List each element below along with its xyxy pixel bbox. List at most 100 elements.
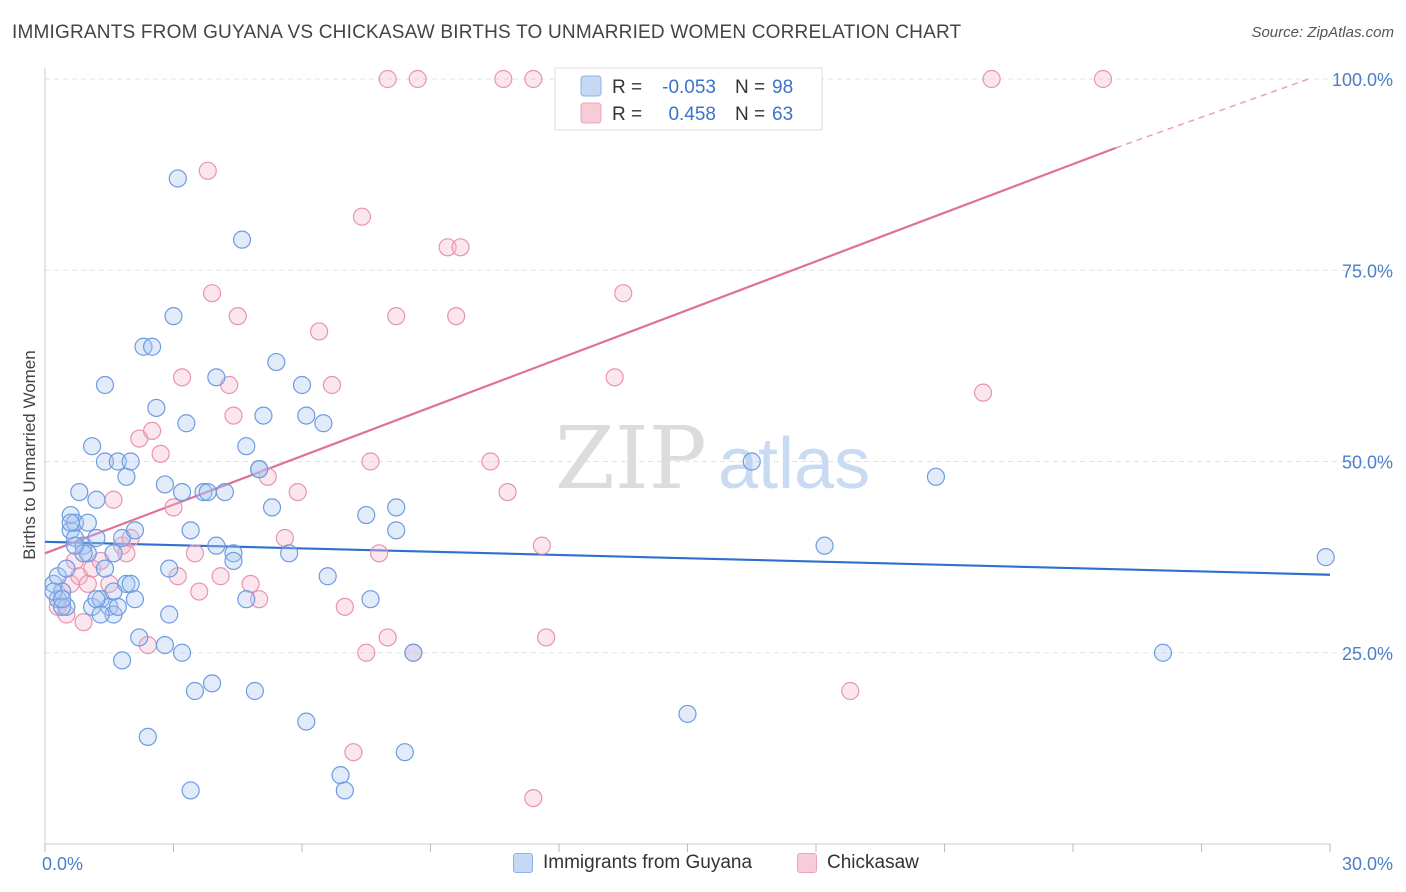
data-point-chickasaw (357, 643, 376, 662)
data-point-guyana (254, 406, 273, 425)
legend-label-chickasaw: Chickasaw (827, 852, 919, 873)
data-point-chickasaw (524, 69, 543, 89)
data-point-guyana (160, 605, 179, 624)
data-point-chickasaw (335, 597, 354, 616)
data-point-chickasaw (352, 207, 372, 226)
data-point-guyana (87, 528, 106, 548)
data-point-guyana (70, 483, 89, 502)
data-point-guyana (926, 467, 946, 486)
data-point-chickasaw (973, 383, 993, 402)
data-point-chickasaw (361, 452, 380, 471)
legend-n-value-2: 63 (772, 104, 793, 125)
data-point-chickasaw (250, 590, 269, 609)
legend-swatch-chickasaw-bottom (797, 853, 817, 873)
data-point-chickasaw (190, 582, 209, 601)
y-tick-label: 100.0% (1332, 70, 1393, 90)
data-point-guyana (314, 414, 333, 433)
trend-line-chickasaw-solid (44, 146, 1117, 555)
data-point-guyana (202, 674, 222, 693)
data-point-guyana (335, 781, 354, 800)
data-point-chickasaw (537, 628, 556, 647)
data-point-chickasaw (310, 322, 329, 341)
legend-r-value-1: -0.053 (662, 77, 716, 98)
data-point-guyana (1316, 548, 1335, 567)
data-point-chickasaw (142, 421, 162, 440)
data-point-guyana (172, 643, 192, 662)
data-point-guyana (245, 681, 264, 701)
data-point-guyana (121, 452, 140, 471)
source-label: Source: ZipAtlas.com (1251, 24, 1394, 41)
data-point-guyana (53, 597, 72, 616)
x-tick-label: 30.0% (1342, 854, 1393, 874)
data-point-guyana (95, 452, 115, 471)
data-point-guyana (65, 513, 85, 532)
data-point-guyana (250, 460, 269, 479)
data-point-guyana (108, 452, 127, 471)
data-point-guyana (78, 513, 97, 532)
data-point-guyana (207, 368, 226, 387)
data-point-chickasaw (288, 483, 307, 502)
data-point-guyana (194, 483, 213, 502)
data-point-chickasaw (370, 544, 389, 563)
data-point-guyana (742, 452, 761, 471)
data-point-guyana (318, 567, 337, 586)
data-point-guyana (172, 483, 192, 502)
data-point-guyana (108, 597, 127, 616)
data-point-chickasaw (344, 743, 363, 762)
trend-line-guyana-solid (44, 540, 1331, 576)
data-point-guyana (112, 651, 132, 670)
data-point-guyana (297, 712, 316, 731)
data-point-guyana (361, 590, 380, 609)
y-axis-label: Births to Unmarried Women (20, 350, 39, 559)
data-point-guyana (95, 559, 115, 578)
data-point-chickasaw (172, 368, 192, 387)
data-point-chickasaw (74, 613, 93, 632)
data-point-guyana (130, 628, 149, 647)
data-point-guyana (138, 727, 157, 747)
data-point-chickasaw (322, 375, 342, 395)
data-point-chickasaw (151, 444, 170, 463)
watermark-atlas: atlas (718, 424, 870, 504)
data-point-chickasaw (451, 238, 470, 257)
series-chickasaw-points (48, 69, 1113, 808)
data-point-guyana (280, 544, 299, 563)
data-point-guyana (155, 475, 175, 494)
data-point-guyana (87, 590, 106, 609)
data-point-chickasaw (1093, 69, 1113, 89)
data-point-guyana (117, 574, 136, 594)
data-point-guyana (404, 643, 423, 662)
legend-label-guyana: Immigrants from Guyana (543, 852, 753, 873)
legend-r-label-1: R = (612, 77, 642, 98)
data-point-chickasaw (532, 536, 551, 555)
data-point-guyana (387, 521, 406, 540)
data-point-guyana (224, 544, 243, 563)
data-point-chickasaw (211, 567, 230, 586)
series-legend: Immigrants from Guyana Chickasaw (0, 852, 1406, 880)
data-point-guyana (678, 704, 697, 724)
data-point-guyana (53, 590, 72, 609)
data-point-guyana (87, 490, 106, 509)
data-point-guyana (297, 406, 316, 425)
data-point-chickasaw (198, 161, 217, 180)
legend-n-value-1: 98 (772, 77, 793, 98)
data-point-guyana (57, 559, 76, 578)
trend-line-chickasaw (44, 78, 1309, 555)
trend-line-chickasaw-extension (1115, 78, 1309, 149)
data-point-chickasaw (524, 788, 543, 808)
y-tick-label: 50.0% (1342, 453, 1393, 473)
data-point-guyana (125, 521, 145, 540)
data-point-chickasaw (378, 69, 397, 89)
data-point-chickasaw (481, 452, 500, 471)
data-point-guyana (185, 681, 205, 701)
data-point-chickasaw (494, 69, 513, 89)
watermark: ZIP atlas (555, 409, 870, 509)
y-tick-label: 25.0% (1342, 644, 1393, 664)
data-point-guyana (1153, 643, 1173, 662)
grid-lines (45, 78, 1395, 654)
legend-swatch-chickasaw (580, 102, 602, 124)
legend-swatch-guyana-bottom (513, 853, 533, 873)
data-point-guyana (237, 590, 256, 609)
data-point-chickasaw (387, 307, 406, 326)
data-point-guyana (387, 498, 406, 517)
legend-n-label-2: N = (735, 104, 765, 125)
